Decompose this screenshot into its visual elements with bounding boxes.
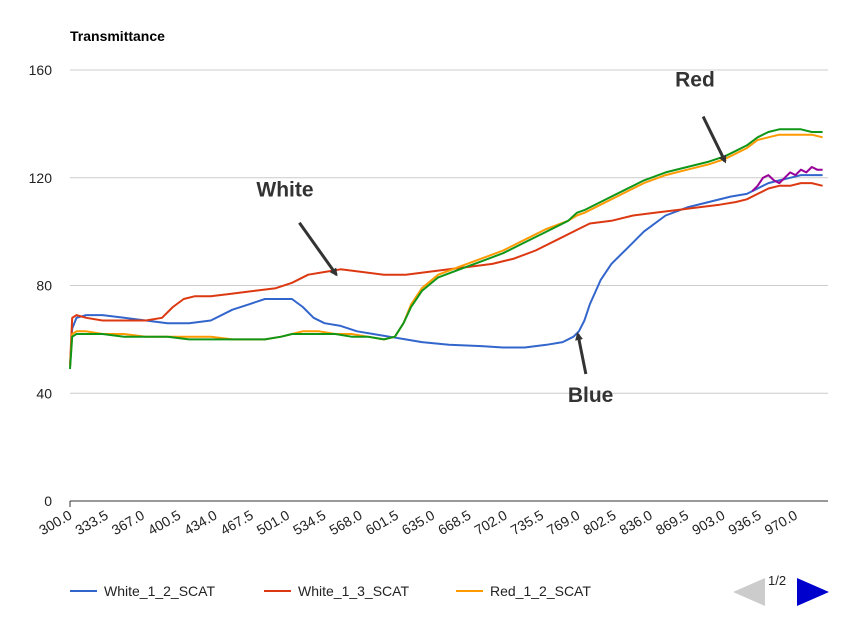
- x-tick-label: 400.5: [145, 507, 184, 538]
- x-tick-label: 601.5: [363, 507, 402, 538]
- y-tick-label: 40: [36, 385, 52, 401]
- axes: [69, 500, 828, 507]
- legend-label-red-1-2: Red_1_2_SCAT: [490, 583, 591, 599]
- y-tick-label: 160: [29, 62, 53, 78]
- x-tick-label: 802.5: [580, 507, 619, 538]
- annotation-arrow: [575, 332, 588, 375]
- legend-label-white-1-2: White_1_2_SCAT: [104, 583, 215, 599]
- x-tick-label: 467.5: [218, 507, 257, 538]
- y-tick-label: 120: [29, 170, 53, 186]
- x-tick-label: 970.0: [762, 507, 801, 538]
- annotation-arrow: [701, 115, 727, 164]
- legend-item-white-1-3[interactable]: White_1_3_SCAT: [264, 583, 409, 599]
- x-tick-label: 702.0: [471, 507, 510, 538]
- x-tick-label: 300.0: [36, 507, 75, 538]
- series-line-unnamed-3: [69, 128, 823, 370]
- x-tick-labels: 300.0333.5367.0400.5434.0467.5501.0534.5…: [36, 507, 800, 538]
- x-tick-label: 534.5: [290, 507, 329, 538]
- x-tick-label: 769.0: [544, 507, 583, 538]
- annotations: White Red Blue: [256, 69, 727, 407]
- x-tick-label: 434.0: [181, 507, 220, 538]
- legend-label-white-1-3: White_1_3_SCAT: [298, 583, 409, 599]
- series-line-unnamed-4: [751, 166, 823, 192]
- annotation-label: Red: [675, 69, 715, 92]
- legend: White_1_2_SCAT White_1_3_SCAT Red_1_2_SC…: [70, 583, 591, 599]
- next-page-arrow-icon[interactable]: [797, 578, 829, 606]
- x-tick-label: 668.5: [435, 507, 474, 538]
- x-tick-label: 501.0: [254, 507, 293, 538]
- y-axis-title: Transmittance: [70, 28, 165, 44]
- gridlines: [70, 69, 828, 394]
- series-line-white-1-3-scat: [69, 182, 823, 367]
- x-tick-label: 936.5: [725, 507, 764, 538]
- x-tick-label: 367.0: [109, 507, 148, 538]
- x-tick-label: 635.0: [399, 507, 438, 538]
- previous-page-arrow-icon[interactable]: [733, 578, 765, 606]
- series-line-red-1-2-scat: [69, 133, 823, 367]
- series-line-white-1-2-scat: [69, 174, 823, 367]
- annotation-arrow: [298, 221, 338, 277]
- x-tick-label: 568.0: [326, 507, 365, 538]
- annotation-label: White: [256, 179, 313, 202]
- legend-pager: 1/2: [733, 573, 829, 606]
- y-tick-labels: 0 40 80 120 160: [29, 62, 53, 509]
- series-lines: [69, 128, 823, 370]
- annotation-label: Blue: [568, 384, 614, 407]
- y-tick-label: 0: [44, 493, 52, 509]
- x-tick-label: 836.0: [617, 507, 656, 538]
- legend-item-white-1-2[interactable]: White_1_2_SCAT: [70, 583, 215, 599]
- legend-item-red-1-2[interactable]: Red_1_2_SCAT: [456, 583, 591, 599]
- x-tick-label: 869.5: [653, 507, 692, 538]
- x-tick-label: 903.0: [689, 507, 728, 538]
- legend-page-indicator: 1/2: [768, 573, 786, 588]
- x-tick-label: 735.5: [508, 507, 547, 538]
- y-tick-label: 80: [36, 278, 52, 294]
- x-tick-label: 333.5: [72, 507, 111, 538]
